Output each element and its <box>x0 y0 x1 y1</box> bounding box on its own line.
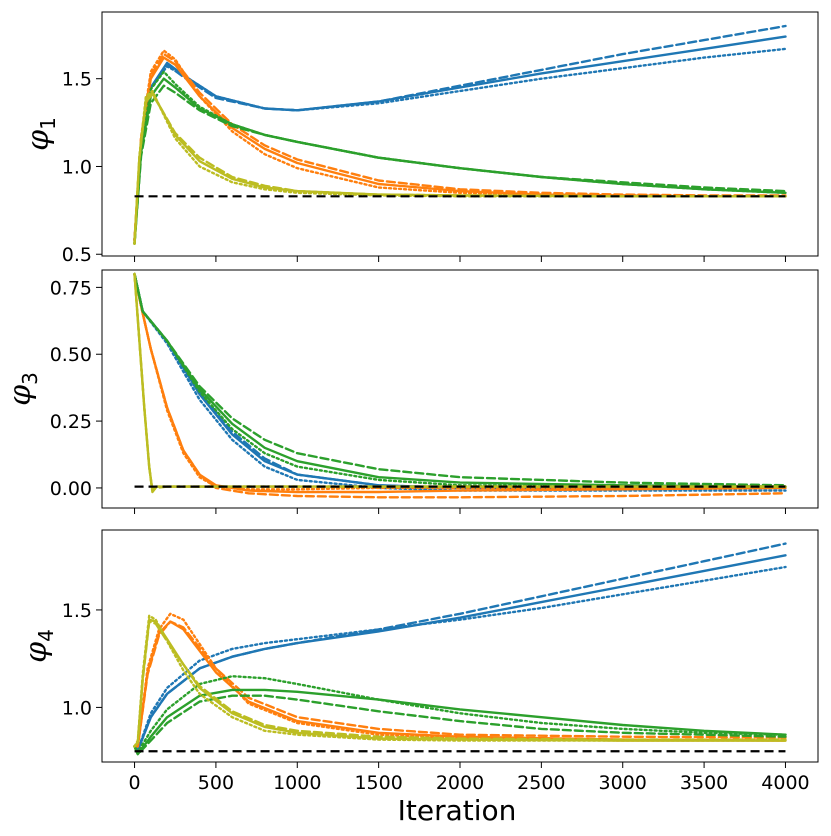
y-tick-label: 1.0 <box>62 156 92 178</box>
x-ticks: 0 500 1000 1500 2000 2500 3000 3500 4000 <box>128 762 810 794</box>
series-group <box>133 272 787 499</box>
y-axis-label: φ4 <box>19 629 58 663</box>
series-line-green-dashed <box>133 84 787 245</box>
series-line-orange-dashed <box>133 620 787 748</box>
panel-phi3: 0.00 0.25 0.50 0.75 φ3 <box>3 269 819 514</box>
series-line-orange-dashed <box>133 272 787 499</box>
series-line-orange-dashed <box>133 52 787 242</box>
y-ticks: 0.00 0.25 0.50 0.75 <box>50 277 102 500</box>
y-axis-label: φ1 <box>21 117 60 151</box>
y-tick-label: 0.75 <box>50 277 92 299</box>
series-line-blue-dotted <box>133 272 787 492</box>
x-tick-label: 2000 <box>436 772 484 794</box>
series-line-blue-solid <box>133 35 787 242</box>
series-line-green-dashed <box>133 694 787 756</box>
series-line-orange-dotted <box>133 49 787 242</box>
y-tick-label: 1.5 <box>62 69 92 91</box>
x-ticks <box>134 256 786 262</box>
y-tick-label: 0.5 <box>62 244 92 266</box>
series-line-green-dashed <box>133 272 787 487</box>
axes-frame <box>101 529 819 763</box>
panel-phi1: 0.5 1.0 1.5 φ1 <box>21 11 819 266</box>
series-line-blue-solid <box>133 272 787 490</box>
y-tick-label: 1.5 <box>62 600 92 622</box>
axes-frame <box>101 269 819 509</box>
x-tick-label: 1500 <box>354 772 402 794</box>
series-line-orange-dotted <box>133 612 787 748</box>
series-line-green-dotted <box>133 675 787 754</box>
y-tick-label: 0.25 <box>50 411 92 433</box>
series-line-blue-dashed <box>133 272 787 490</box>
series-group <box>133 542 787 756</box>
series-line-orange-solid <box>133 272 787 494</box>
series-line-green-dotted <box>133 272 787 488</box>
y-tick-label: 1.0 <box>62 697 92 719</box>
x-tick-label: 500 <box>198 772 234 794</box>
series-line-orange-dotted <box>133 272 787 491</box>
series-line-green-dotted <box>133 70 787 245</box>
series-line-olive-dotted <box>133 272 787 492</box>
y-axis-label: φ3 <box>3 372 42 406</box>
y-tick-label: 0.00 <box>50 478 92 500</box>
series-line-green-solid <box>133 688 787 756</box>
x-axis-label: Iteration <box>398 794 517 827</box>
series-line-green-solid <box>133 272 787 488</box>
x-tick-label: 0 <box>128 772 140 794</box>
series-line-olive-solid <box>133 272 787 492</box>
x-tick-label: 2500 <box>517 772 565 794</box>
y-ticks: 1.0 1.5 <box>62 600 102 719</box>
series-line-blue-dashed <box>133 542 787 752</box>
y-ticks: 0.5 1.0 1.5 <box>62 69 102 266</box>
series-line-olive-dashed <box>133 272 787 494</box>
panel-phi4: 1.01.5 0 500 1000 1500 2000 2500 3000 3500 4000 … <box>19 529 819 827</box>
series-group <box>133 24 787 245</box>
x-tick-label: 3500 <box>680 772 728 794</box>
series-line-blue-dotted <box>133 565 787 752</box>
x-tick-label: 1000 <box>273 772 321 794</box>
y-tick-label: 0.50 <box>50 344 92 366</box>
series-line-blue-dashed <box>133 24 787 242</box>
series-line-blue-dotted <box>133 47 787 242</box>
x-tick-label: 4000 <box>761 772 809 794</box>
x-ticks <box>134 508 786 514</box>
series-line-green-solid <box>133 77 787 245</box>
x-tick-label: 3000 <box>599 772 647 794</box>
series-line-olive-dotted <box>133 614 787 748</box>
